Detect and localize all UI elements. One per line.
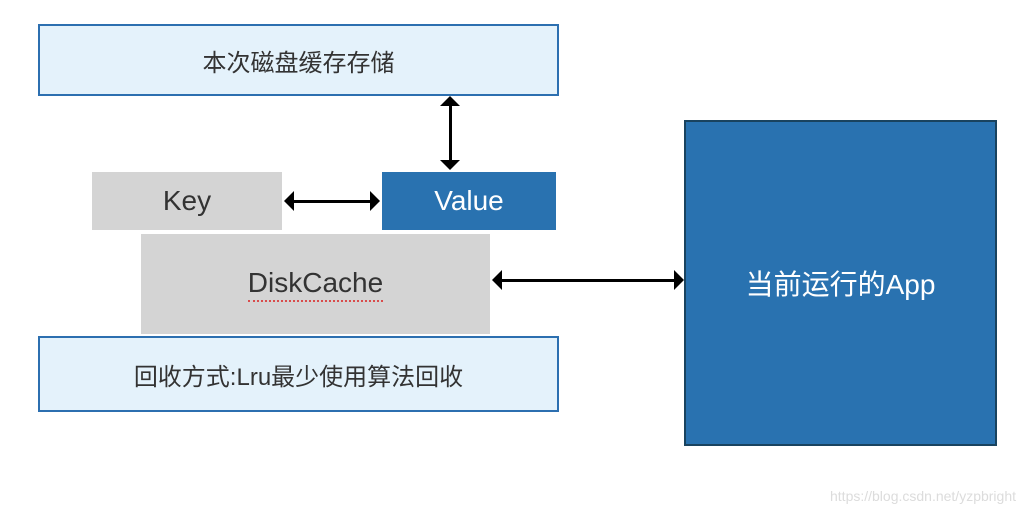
key-label: Key xyxy=(163,185,211,217)
diskcache-box: DiskCache xyxy=(139,232,492,336)
diskcache-label: DiskCache xyxy=(248,267,383,302)
storage-label: 本次磁盘缓存存储 xyxy=(203,43,395,78)
recycle-box: 回收方式:Lru最少使用算法回收 xyxy=(38,336,559,412)
app-box: 当前运行的App xyxy=(684,120,997,446)
watermark-text: https://blog.csdn.net/yzpbright xyxy=(830,488,1016,504)
value-label: Value xyxy=(434,185,504,217)
value-box: Value xyxy=(380,170,558,232)
storage-box: 本次磁盘缓存存储 xyxy=(38,24,559,96)
recycle-label: 回收方式:Lru最少使用算法回收 xyxy=(134,357,463,392)
app-label: 当前运行的App xyxy=(746,263,936,303)
key-box: Key xyxy=(90,170,284,232)
